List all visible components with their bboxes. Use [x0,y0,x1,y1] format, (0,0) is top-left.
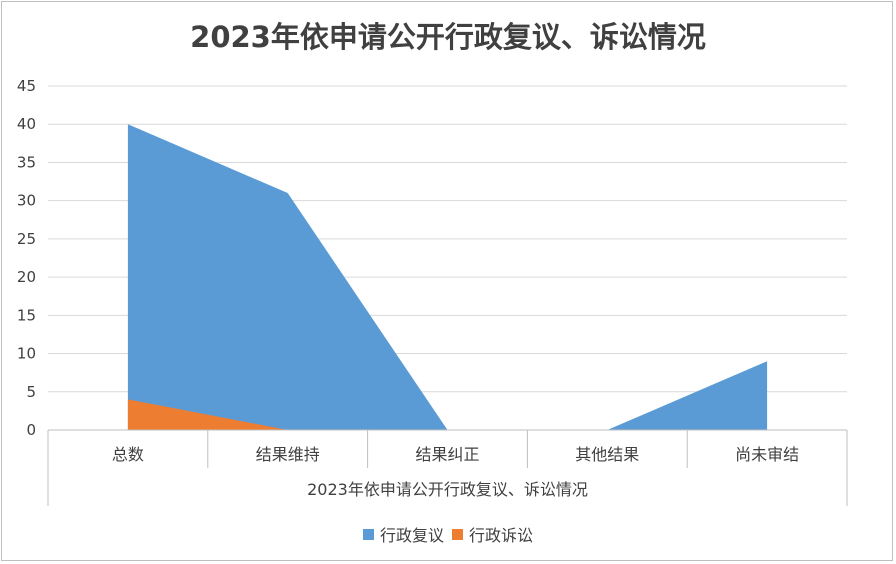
area-series-0 [127,124,768,430]
y-tick-label: 35 [17,153,36,171]
y-tick-label: 0 [26,421,36,439]
legend: 行政复议 行政诉讼 [0,522,896,546]
y-tick-label: 10 [17,345,36,363]
legend-item-susong: 行政诉讼 [452,522,533,546]
x-tick-label: 结果纠正 [415,445,479,464]
x-tick-label: 尚未审结 [735,445,799,464]
y-tick-label: 15 [17,306,36,324]
y-tick-label: 5 [26,383,36,401]
x-tick-label: 总数 [112,445,144,464]
chart-title: 2023年依申请公开行政复议、诉讼情况 [190,20,706,54]
legend-label-susong: 行政诉讼 [469,526,534,545]
y-tick-label: 30 [17,192,36,210]
x-tick-label: 其他结果 [575,445,639,464]
y-tick-label: 40 [17,115,36,133]
legend-swatch-susong [452,528,463,540]
y-tick-label: 20 [17,268,36,286]
area-series-1 [127,399,768,430]
legend-label-fuyi: 行政复议 [379,526,444,545]
y-tick-label: 25 [17,230,36,248]
legend-item-fuyi: 行政复议 [362,522,444,546]
x-group-label: 2023年依申请公开行政复议、诉讼情况 [307,480,588,499]
x-tick-label: 结果维持 [256,445,320,464]
y-tick-label: 45 [17,77,36,95]
legend-swatch-fuyi [362,528,374,540]
